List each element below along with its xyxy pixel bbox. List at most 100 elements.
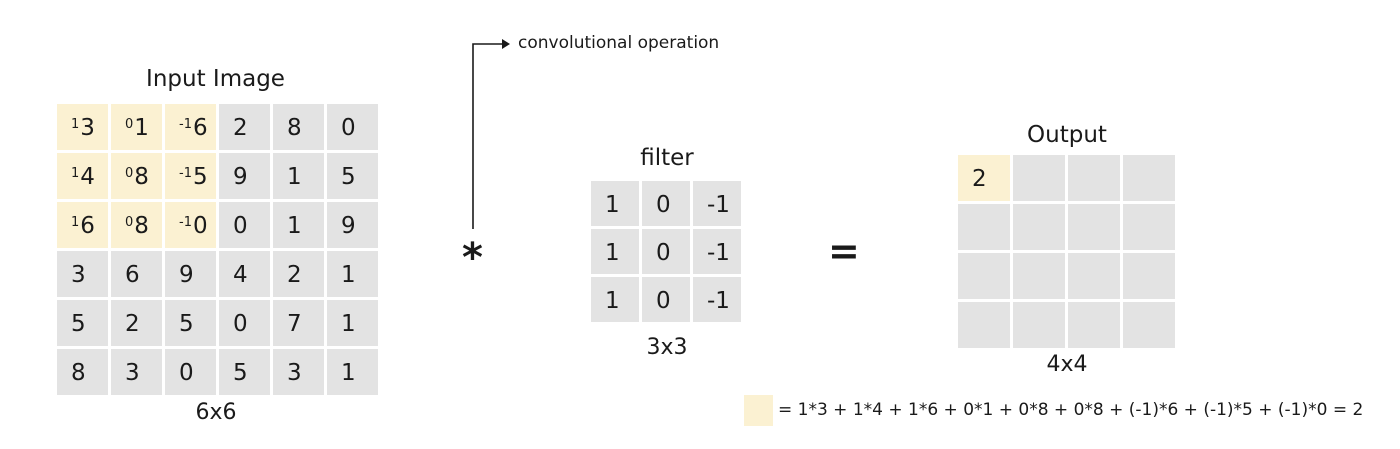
pixel-value: 0 <box>193 213 208 239</box>
input-cell: 1 <box>327 349 378 395</box>
input-cell: 5 <box>57 300 108 346</box>
input-cell-value: 0 <box>233 313 248 336</box>
filter-cell: 1 <box>591 181 639 226</box>
input-cell: 5 <box>327 153 378 199</box>
input-cell: 14 <box>57 153 108 199</box>
filter-weight: 0 <box>125 117 133 132</box>
pixel-value: 6 <box>80 213 95 239</box>
input-cell: 8 <box>273 104 324 150</box>
pixel-value: 8 <box>134 164 149 190</box>
output-cell <box>958 253 1010 299</box>
pixel-value: 6 <box>193 115 208 141</box>
input-cell-value: 2 <box>125 313 140 336</box>
output-cell <box>1123 302 1175 348</box>
input-cell-value: 3 <box>125 362 140 385</box>
input-cell-value: 5 <box>341 166 356 189</box>
input-cell-value: 5 <box>71 313 86 336</box>
formula-text: = 1*3 + 1*4 + 1*6 + 0*1 + 0*8 + 0*8 + (-… <box>778 400 1363 420</box>
input-cell: 3 <box>57 251 108 297</box>
input-cell-value: 4 <box>233 264 248 287</box>
highlight-legend-swatch <box>744 395 773 426</box>
input-cell: 1 <box>327 251 378 297</box>
filter-cell-value: -1 <box>707 290 730 313</box>
input-cell-value: 01 <box>125 117 149 140</box>
input-cell-value: 3 <box>287 362 302 385</box>
input-cell: 1 <box>273 153 324 199</box>
filter-weight: -1 <box>179 215 192 230</box>
input-cell: 1 <box>273 202 324 248</box>
output-cell <box>1013 204 1065 250</box>
filter-cell: 1 <box>591 277 639 322</box>
filter-weight: 1 <box>71 215 79 230</box>
input-cell: 4 <box>219 251 270 297</box>
filter-cell: -1 <box>693 229 741 274</box>
input-cell: -15 <box>165 153 216 199</box>
output-cell <box>1123 155 1175 201</box>
output-cell <box>1013 253 1065 299</box>
filter-title: filter <box>591 145 743 171</box>
input-cell: 01 <box>111 104 162 150</box>
input-cell: 2 <box>111 300 162 346</box>
filter-cell-value: -1 <box>707 194 730 217</box>
filter-cell-value: 1 <box>605 242 620 265</box>
filter-weight: -1 <box>179 117 192 132</box>
input-cell: 0 <box>219 300 270 346</box>
equals-sign: = <box>828 232 860 270</box>
pixel-value: 8 <box>134 213 149 239</box>
filter-grid: 1 0 -1 1 0 -1 1 0 -1 <box>591 181 741 322</box>
input-cell: 3 <box>111 349 162 395</box>
output-title: Output <box>958 122 1176 148</box>
input-cell-value: 9 <box>341 215 356 238</box>
input-cell-value: 1 <box>341 362 356 385</box>
filter-cell: 0 <box>642 277 690 322</box>
input-cell: 08 <box>111 202 162 248</box>
input-cell: 5 <box>219 349 270 395</box>
filter-cell-value: -1 <box>707 242 730 265</box>
input-cell-value: 0 <box>233 215 248 238</box>
output-cell-value: 2 <box>972 168 987 191</box>
output-cell <box>1013 302 1065 348</box>
output-cell <box>1013 155 1065 201</box>
input-cell-value: 3 <box>71 264 86 287</box>
input-cell-value: 1 <box>287 215 302 238</box>
input-image-grid: 13 01 -16 2 8 0 14 08 -15 9 1 5 16 08 -10 0 1 9 3 6 9 4 2 1 5 2 5 0… <box>57 104 378 395</box>
filter-cell-value: 0 <box>656 194 671 217</box>
input-cell-value: 08 <box>125 166 149 189</box>
filter-size-label: 3x3 <box>591 335 743 360</box>
input-cell: 6 <box>111 251 162 297</box>
input-cell: 3 <box>273 349 324 395</box>
output-cell <box>1123 253 1175 299</box>
input-cell-value: 14 <box>71 166 95 189</box>
input-cell-value: 1 <box>341 313 356 336</box>
arrow-icon <box>462 34 512 234</box>
input-cell-value: 1 <box>287 166 302 189</box>
filter-cell: -1 <box>693 277 741 322</box>
input-cell: 9 <box>219 153 270 199</box>
filter-cell-value: 0 <box>656 290 671 313</box>
filter-cell: 0 <box>642 229 690 274</box>
input-cell: 2 <box>219 104 270 150</box>
output-cell <box>958 302 1010 348</box>
filter-cell-value: 1 <box>605 194 620 217</box>
input-cell-value: 7 <box>287 313 302 336</box>
input-cell: 0 <box>327 104 378 150</box>
input-cell: 0 <box>165 349 216 395</box>
filter-weight: 0 <box>125 166 133 181</box>
input-cell-value: 5 <box>179 313 194 336</box>
filter-cell-value: 1 <box>605 290 620 313</box>
filter-cell: 1 <box>591 229 639 274</box>
filter-cell: 0 <box>642 181 690 226</box>
input-cell: 8 <box>57 349 108 395</box>
input-cell: 2 <box>273 251 324 297</box>
input-cell: -16 <box>165 104 216 150</box>
input-cell: 0 <box>219 202 270 248</box>
output-cell <box>958 204 1010 250</box>
pixel-value: 5 <box>193 164 208 190</box>
input-cell-value: -16 <box>179 117 208 140</box>
input-cell-value: 5 <box>233 362 248 385</box>
input-cell: 13 <box>57 104 108 150</box>
input-cell: 7 <box>273 300 324 346</box>
input-cell-value: 16 <box>71 215 95 238</box>
pixel-value: 3 <box>80 115 95 141</box>
input-cell-value: -15 <box>179 166 208 189</box>
